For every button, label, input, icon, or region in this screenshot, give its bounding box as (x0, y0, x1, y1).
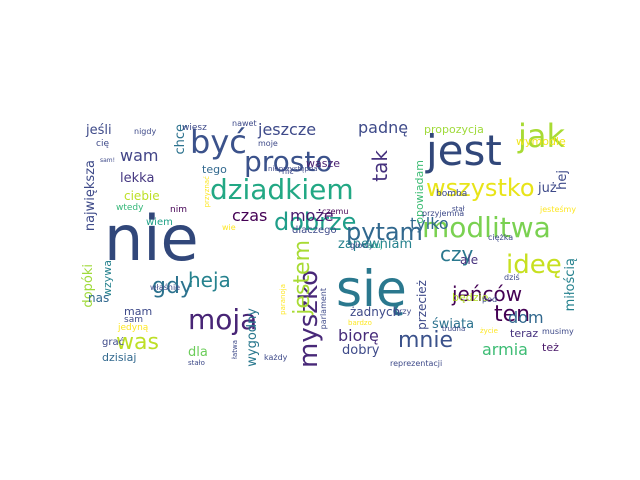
word: padnę (358, 118, 409, 137)
word: pod (482, 295, 498, 304)
word: przy (394, 307, 412, 316)
word: ciebie (124, 189, 160, 203)
word-cloud: nie się jest być jak prosto dziadkiem mo… (80, 117, 578, 368)
word: sam (124, 315, 143, 325)
word: propozycja (424, 123, 484, 136)
word: być (190, 123, 247, 161)
word: lekka (120, 171, 155, 186)
word: dziadkiem (210, 173, 354, 206)
word: czemu (322, 207, 349, 216)
word: każdy (264, 353, 288, 362)
word: jeszcze (258, 120, 317, 139)
word: ten (494, 302, 531, 327)
word: może (290, 206, 334, 225)
word: dzisiaj (102, 351, 137, 364)
word: ciężka (488, 233, 514, 242)
word: sam! (100, 157, 116, 164)
word: ale (460, 253, 479, 267)
word: parlament (319, 288, 328, 330)
word: dziś (504, 273, 520, 282)
word: jeńców (452, 282, 523, 306)
word: głowy (350, 241, 374, 250)
word: stał (452, 205, 465, 213)
word: świata (432, 317, 475, 332)
word: wtedy (116, 203, 144, 213)
word: życie (480, 327, 498, 335)
word: łatwa (231, 340, 239, 360)
word: jestem (290, 240, 315, 315)
word: cię (96, 139, 109, 149)
word: żadnych (350, 305, 401, 319)
word: dobry (342, 343, 380, 358)
word: wiem (146, 217, 173, 228)
word: gdy (152, 274, 193, 299)
word: nic (282, 167, 294, 176)
word: wymodlę (516, 135, 566, 148)
word: zapewniam (338, 237, 413, 252)
word: teraz (510, 327, 539, 340)
word: największa (83, 160, 98, 232)
word: bomba (436, 189, 468, 199)
word: ideę (506, 250, 562, 280)
word: nawet (232, 119, 257, 128)
word: nigdy (134, 127, 157, 136)
word: dlaczego (292, 225, 337, 236)
word: stało (188, 359, 205, 367)
word: będzie (452, 291, 489, 304)
word: wasze (306, 157, 341, 170)
word: bardzo (348, 319, 372, 327)
word: wiesz (182, 123, 207, 133)
word: prosto (244, 145, 333, 178)
word: dla (188, 345, 208, 360)
word: heja (188, 268, 231, 292)
word: nim (170, 205, 187, 215)
word: mam (124, 305, 153, 318)
word: musimy (542, 327, 574, 336)
word: czy (440, 242, 474, 266)
word: modlitwa (422, 211, 551, 244)
word: czas (232, 206, 268, 225)
word: jesteśmy (540, 205, 577, 214)
word: reprezentacji (390, 359, 443, 368)
word: przecież (415, 280, 429, 330)
word: biorę (338, 326, 379, 345)
word: też (542, 341, 559, 354)
word: trudna (442, 325, 466, 333)
word: jedyną (118, 323, 149, 333)
word: tylko (410, 214, 449, 233)
word: nie (104, 202, 199, 275)
word: nas (88, 291, 110, 305)
word: pytam (346, 218, 423, 246)
word: grać (102, 337, 125, 348)
word: tego (202, 163, 227, 176)
word: nieprzystępna (268, 165, 318, 173)
word: wygodny (245, 308, 260, 367)
word: ratuj (364, 241, 383, 250)
word: armia (482, 340, 528, 359)
word: jest (426, 126, 502, 175)
word: moja (188, 303, 258, 336)
word: dobrze (274, 208, 357, 236)
word: was (116, 330, 159, 355)
word: się (336, 260, 407, 318)
word: tak (368, 150, 392, 182)
word: jak (518, 117, 566, 155)
word: właśnie (150, 283, 181, 292)
word: mnie (398, 328, 454, 353)
word: przyjemna (422, 209, 465, 218)
word: moje (258, 139, 278, 148)
word: już (538, 181, 557, 196)
word: paranoja (279, 284, 287, 315)
word: jeśli (86, 123, 112, 138)
word: wie (222, 223, 236, 232)
word: wam (120, 146, 159, 165)
word: wszystko (426, 174, 535, 202)
word: hej (555, 170, 570, 190)
word: miłością (563, 258, 578, 312)
word: przyznać (203, 176, 211, 208)
word: dom (508, 308, 544, 327)
